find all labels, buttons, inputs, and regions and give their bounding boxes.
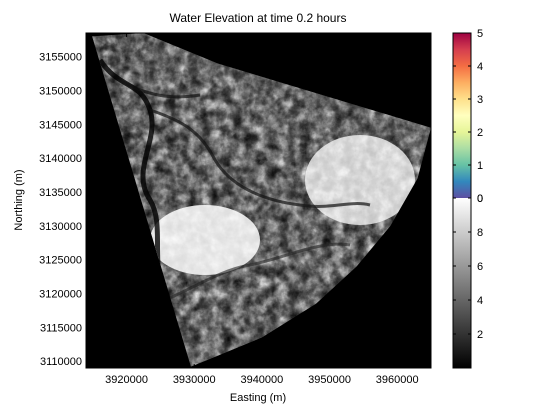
colorbar-upper-ticks: 0 1 2 3 4 5 (453, 28, 483, 205)
x-tick-label: 3960000 (376, 374, 419, 386)
title: Water Elevation at time 0.2 hours (170, 11, 347, 25)
colorbar-lower-tick-label: 6 (477, 261, 483, 273)
y-tick-label: 3150000 (39, 86, 82, 98)
plot-frame (85, 32, 432, 369)
y-tick-label: 3135000 (39, 187, 82, 199)
x-tick-label: 3950000 (308, 374, 351, 386)
river-channel-4 (119, 78, 201, 99)
y-tick-label: 3120000 (39, 289, 82, 301)
y-tick-label: 3115000 (40, 322, 82, 334)
plot-area (86, 33, 431, 368)
inland-bright-region (150, 205, 260, 275)
colorbar-lower-tick-label: 0 (477, 193, 483, 205)
colorbar-upper (453, 33, 471, 198)
river-channel-3 (164, 242, 351, 302)
y-tick-label: 3130000 (39, 221, 82, 233)
x-tick-label: 3920000 (105, 374, 148, 386)
x-axis-ticks: 3920000 3930000 3940000 3950000 3960000 (105, 33, 419, 386)
colorbar-upper-tick-label: 5 (477, 28, 483, 40)
y-tick-label: 3140000 (39, 153, 82, 165)
y-tick-label: 3155000 (39, 52, 82, 64)
river-channel-2 (149, 108, 371, 208)
colorbar: 0 1 2 3 4 5 2 4 6 8 0 (452, 28, 483, 369)
east-bright-region (305, 135, 415, 225)
colorbar-lower (453, 198, 471, 368)
colorbar-lower-ticks: 2 4 6 8 0 (453, 193, 483, 341)
colorbar-lower-tick-label: 8 (477, 227, 483, 239)
y-axis-ticks: 3110000 3115000 3120000 3125000 3130000 31350… (39, 52, 431, 368)
y-tick-label: 3125000 (39, 255, 82, 267)
colorbar-upper-tick-label: 1 (477, 160, 483, 172)
x-tick-label: 3930000 (173, 374, 216, 386)
y-axis-label: Northing (m) (13, 169, 25, 230)
colorbar-lower-tick-label: 4 (477, 295, 483, 307)
colorbar-lower-tick-label: 2 (477, 329, 483, 341)
colorbar-upper-tick-label: 0 (477, 193, 483, 205)
colorbar-upper-tick-label: 3 (477, 94, 483, 106)
y-tick-label: 3145000 (39, 119, 82, 131)
y-tick-label: 3110000 (40, 356, 82, 368)
colorbar-frame (452, 32, 472, 369)
colorbar-upper-tick-label: 4 (477, 61, 483, 73)
colorbar-upper-tick-label: 2 (477, 127, 483, 139)
chart-title: Water Elevation at time 0.2 hours (170, 11, 347, 25)
x-tick-label: 3940000 (240, 374, 283, 386)
x-axis-label: Easting (m) (230, 392, 286, 404)
